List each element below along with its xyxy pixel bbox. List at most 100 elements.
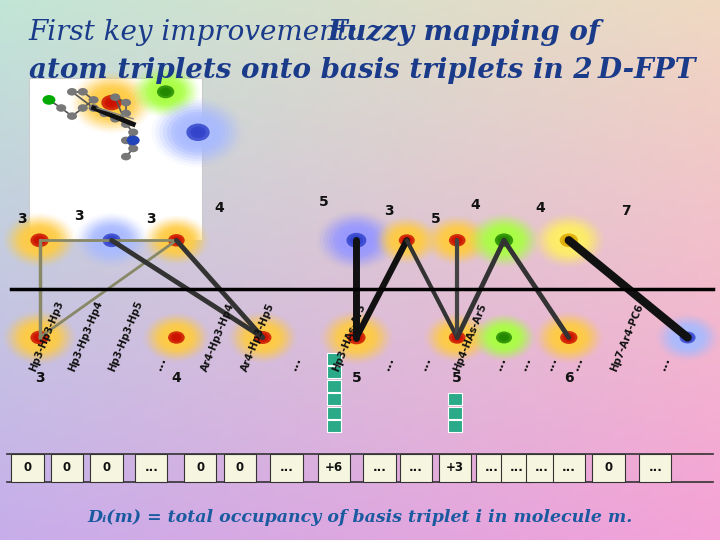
Circle shape (99, 110, 109, 117)
Circle shape (480, 222, 528, 259)
Circle shape (12, 220, 67, 261)
Circle shape (159, 103, 237, 161)
Circle shape (22, 227, 58, 254)
Text: 6: 6 (564, 371, 574, 385)
Circle shape (427, 315, 487, 360)
Circle shape (435, 321, 480, 354)
Circle shape (346, 233, 366, 248)
Bar (12, 454, 44, 482)
Circle shape (140, 72, 192, 111)
Text: 3: 3 (17, 212, 27, 226)
Circle shape (343, 231, 369, 250)
Circle shape (163, 230, 190, 251)
Circle shape (154, 321, 199, 354)
Circle shape (186, 124, 210, 141)
Bar (553, 454, 585, 482)
Circle shape (121, 153, 131, 160)
Circle shape (146, 218, 207, 263)
Circle shape (30, 330, 49, 345)
Circle shape (485, 323, 523, 352)
Text: ...: ... (409, 461, 423, 474)
Text: +3: +3 (446, 461, 464, 474)
Text: 5: 5 (319, 195, 329, 210)
Circle shape (554, 327, 583, 348)
Circle shape (501, 238, 507, 242)
Circle shape (474, 315, 534, 360)
Circle shape (486, 227, 522, 254)
Bar (91, 454, 122, 482)
Circle shape (560, 331, 577, 344)
Circle shape (94, 90, 129, 116)
Circle shape (6, 312, 73, 363)
Circle shape (535, 215, 603, 266)
Bar (501, 454, 533, 482)
Circle shape (18, 224, 61, 256)
Circle shape (424, 215, 490, 265)
Circle shape (540, 316, 598, 359)
Text: 0: 0 (235, 461, 244, 474)
Circle shape (467, 213, 541, 268)
Circle shape (351, 333, 362, 342)
Circle shape (544, 222, 593, 259)
Circle shape (146, 315, 207, 360)
Circle shape (317, 211, 396, 270)
Circle shape (344, 328, 369, 347)
Text: Fuzzy mapping of: Fuzzy mapping of (328, 19, 600, 46)
Circle shape (37, 238, 42, 242)
Circle shape (391, 228, 423, 252)
Circle shape (34, 236, 45, 245)
Text: ...: ... (562, 461, 576, 474)
Circle shape (404, 238, 410, 242)
Circle shape (350, 235, 363, 245)
Circle shape (77, 77, 146, 129)
Text: ...: ... (485, 461, 499, 474)
Circle shape (121, 120, 131, 128)
Circle shape (149, 220, 204, 261)
Circle shape (326, 315, 387, 360)
Circle shape (143, 313, 210, 362)
Bar (223, 454, 256, 482)
Circle shape (489, 229, 519, 252)
Circle shape (151, 97, 245, 167)
Circle shape (347, 330, 366, 345)
Circle shape (89, 104, 99, 112)
Circle shape (340, 228, 373, 253)
Circle shape (67, 88, 77, 96)
Circle shape (658, 315, 717, 360)
Circle shape (109, 238, 114, 242)
Circle shape (90, 224, 133, 256)
Circle shape (24, 229, 55, 252)
Circle shape (160, 325, 193, 350)
Circle shape (430, 317, 485, 358)
Circle shape (341, 326, 372, 349)
Circle shape (377, 218, 436, 262)
Circle shape (329, 317, 384, 358)
Text: 5: 5 (431, 212, 441, 226)
Text: 0: 0 (63, 461, 71, 474)
Circle shape (388, 226, 426, 254)
Circle shape (444, 230, 471, 251)
Circle shape (81, 79, 143, 126)
Circle shape (446, 329, 468, 346)
Text: +6: +6 (325, 461, 343, 474)
Text: ...: ... (655, 355, 672, 373)
Circle shape (492, 231, 516, 249)
Circle shape (482, 321, 526, 354)
Bar (400, 454, 432, 482)
Circle shape (78, 88, 88, 96)
Bar (639, 454, 671, 482)
Circle shape (477, 220, 531, 261)
Circle shape (179, 118, 217, 147)
Circle shape (78, 104, 88, 112)
Text: Hp3-Hp3-Hp4: Hp3-Hp3-Hp4 (67, 299, 104, 373)
Text: 4: 4 (470, 198, 480, 212)
Circle shape (380, 220, 433, 260)
Circle shape (435, 224, 480, 257)
Circle shape (677, 329, 698, 346)
Circle shape (148, 79, 183, 105)
Circle shape (260, 335, 266, 340)
Circle shape (84, 82, 139, 123)
Circle shape (449, 331, 466, 344)
Text: First key improvement:: First key improvement: (29, 19, 367, 46)
Circle shape (680, 332, 696, 343)
